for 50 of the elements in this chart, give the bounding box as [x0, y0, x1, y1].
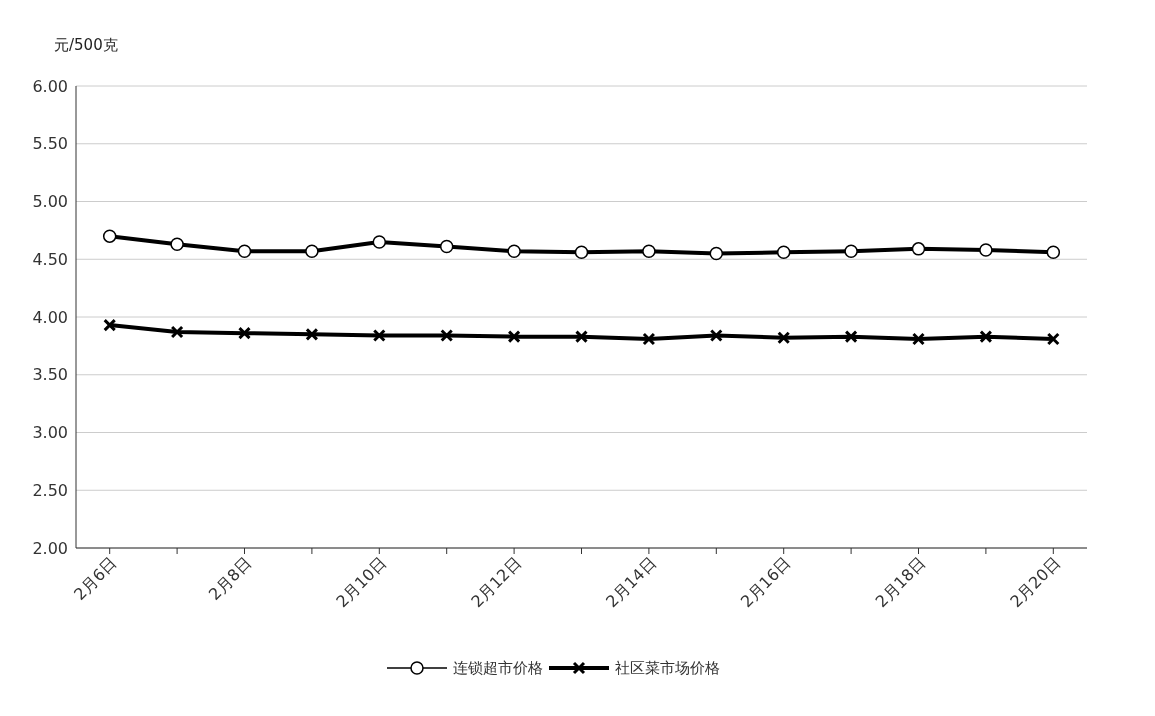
point — [642, 244, 656, 258]
point — [305, 244, 319, 258]
point — [170, 325, 184, 339]
point — [237, 244, 252, 258]
point — [844, 330, 858, 344]
point — [507, 330, 521, 344]
point — [103, 318, 117, 332]
point — [102, 229, 117, 243]
y-tick-label: 5.50 — [32, 134, 68, 154]
point — [979, 243, 993, 257]
y-tick-label: 4.50 — [32, 249, 68, 269]
point — [440, 328, 454, 342]
x-tick-label: 2月10日 — [332, 553, 391, 612]
x-tick-label: 2月18日 — [871, 553, 930, 612]
x-tick-label: 2月14日 — [602, 553, 660, 612]
x-tick-label: 2月16日 — [736, 553, 795, 612]
point — [844, 244, 858, 258]
y-tick-label: 2.50 — [32, 480, 68, 500]
y-tick-label: 3.50 — [32, 365, 68, 385]
point — [574, 245, 589, 260]
point — [170, 237, 184, 251]
point — [709, 246, 724, 261]
point — [1046, 245, 1061, 260]
x-tick-label: 2月20日 — [1006, 553, 1065, 612]
y-tick-label: 2.00 — [32, 538, 68, 558]
point — [372, 235, 387, 249]
legend-label: 连锁超市价格 — [453, 658, 543, 678]
point — [979, 330, 993, 344]
legend-label: 社区菜市场价格 — [615, 658, 720, 678]
y-axis-title: 元/500克 — [54, 36, 118, 55]
x-tick-label: 2月8日 — [204, 553, 256, 604]
point — [911, 242, 926, 256]
x-tick-label: 2月12日 — [467, 553, 525, 612]
point — [507, 244, 521, 258]
y-tick-label: 3.00 — [32, 423, 68, 443]
y-tick-label: 5.00 — [32, 192, 68, 212]
point — [777, 331, 791, 345]
point — [575, 330, 588, 344]
point — [238, 326, 251, 340]
point — [439, 239, 454, 254]
point — [372, 328, 386, 342]
point — [642, 332, 656, 346]
y-tick-label: 6.00 — [32, 76, 68, 96]
point — [305, 327, 319, 341]
y-tick-label: 4.00 — [32, 307, 68, 327]
point — [912, 332, 925, 346]
x-tick-label: 2月6日 — [70, 553, 121, 604]
point — [709, 328, 723, 342]
point — [1046, 332, 1060, 346]
point — [776, 245, 791, 260]
